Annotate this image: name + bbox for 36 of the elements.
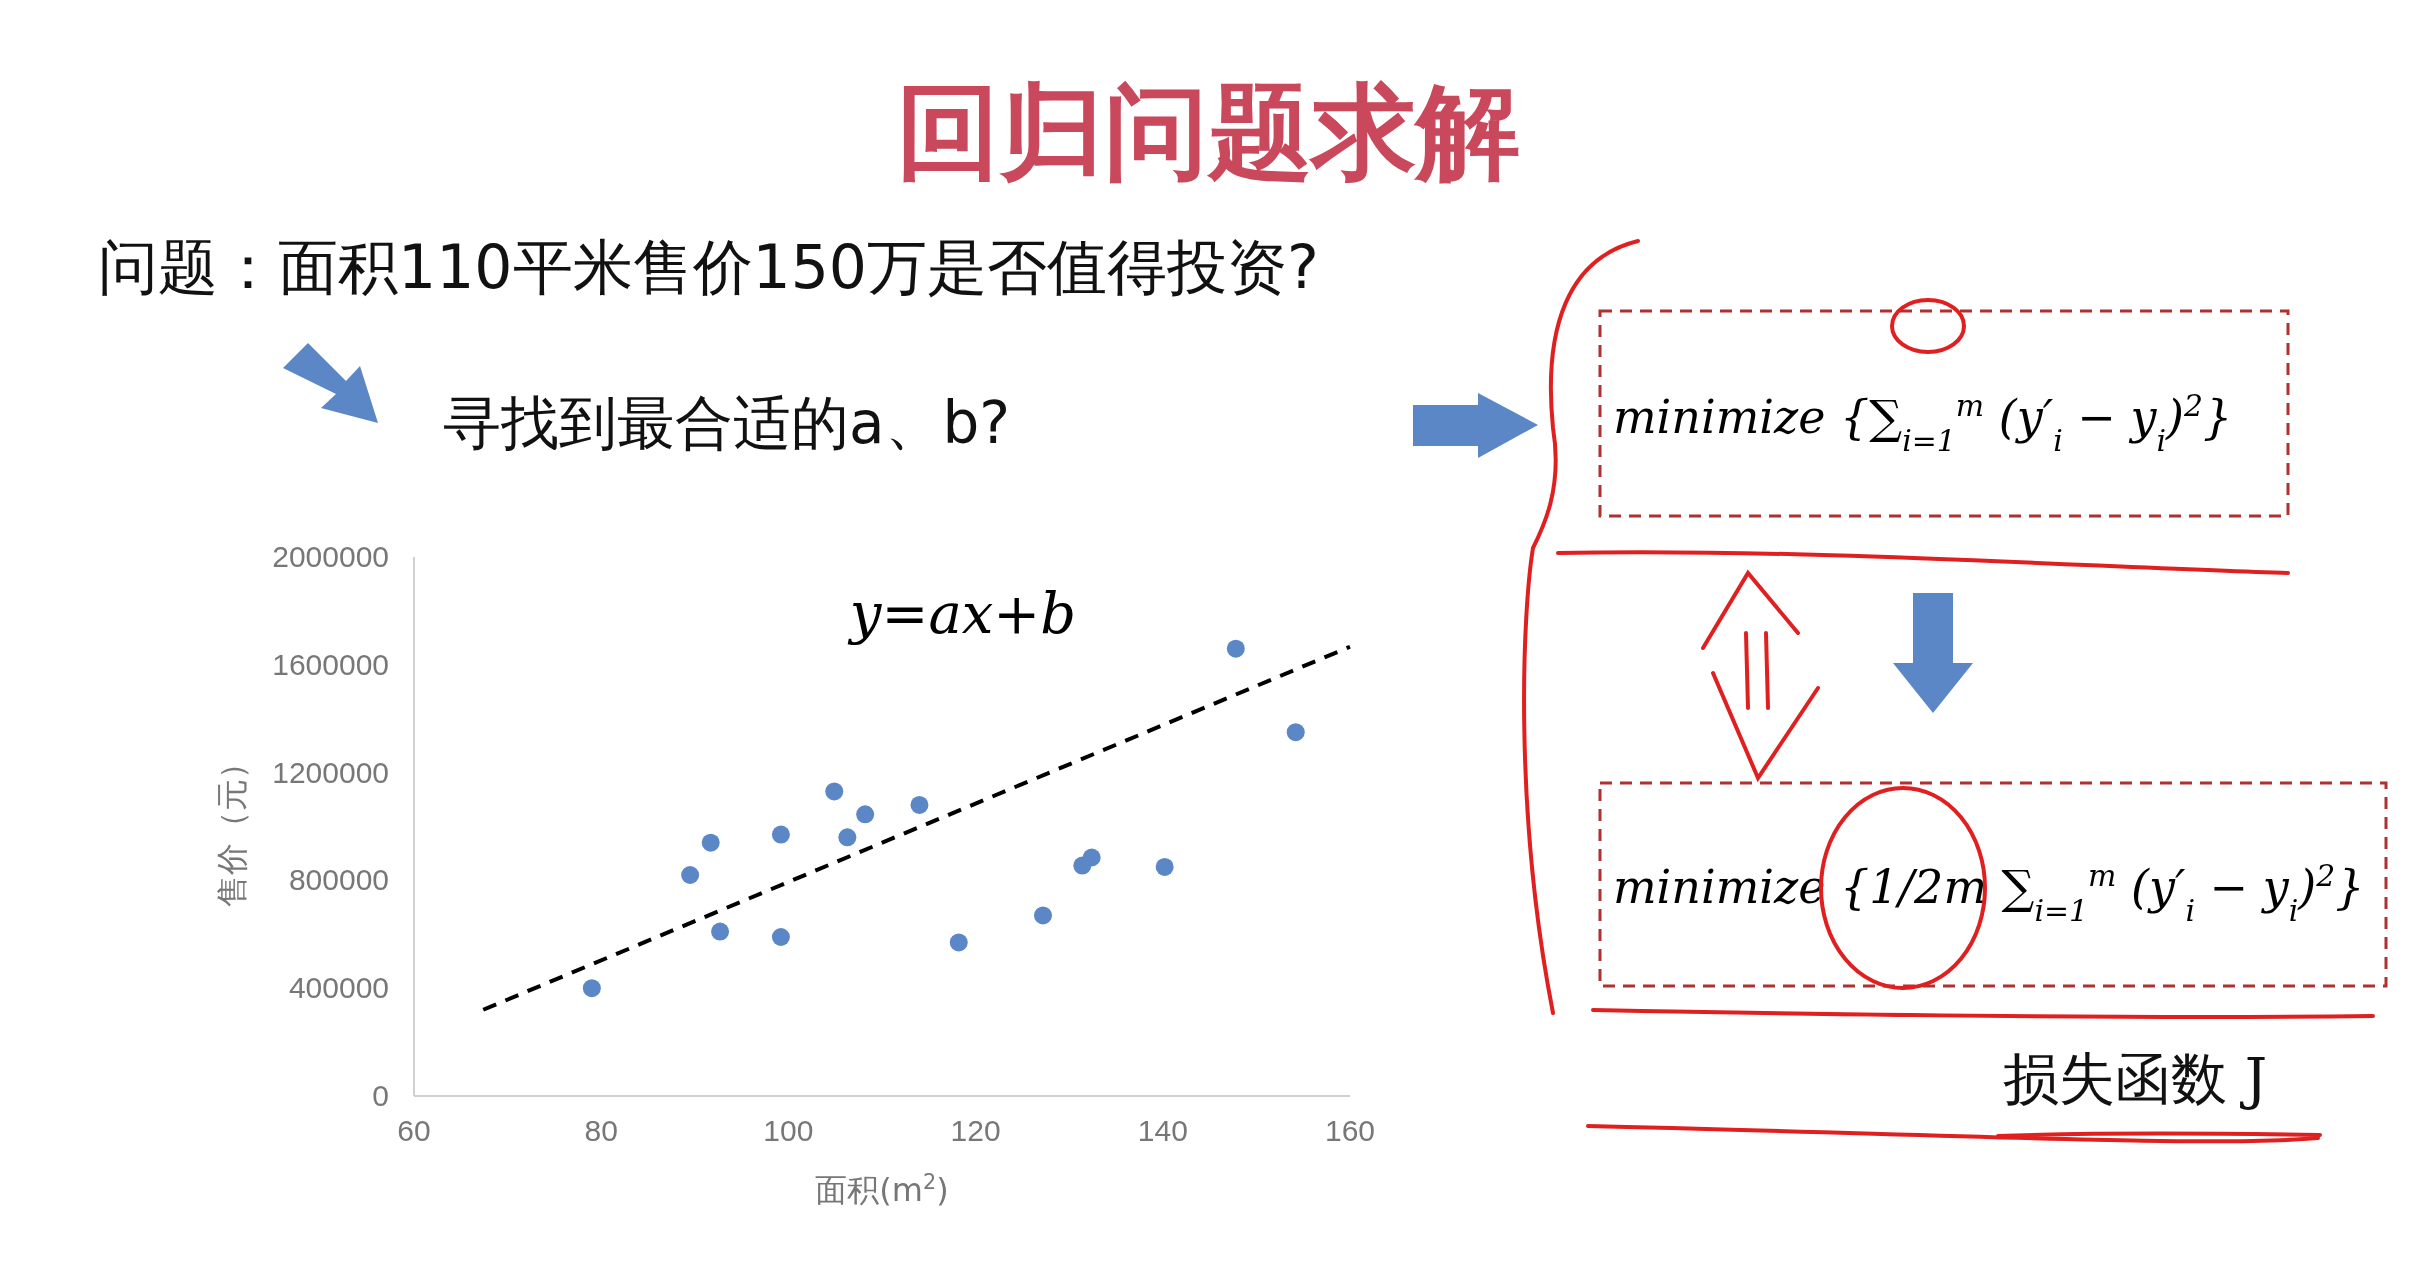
- annotation: y=ax+b: [846, 581, 1077, 646]
- point: [949, 933, 968, 952]
- x-tick-label: 80: [584, 1114, 618, 1147]
- x-tick-label: 60: [397, 1114, 431, 1147]
- point: [681, 866, 700, 885]
- point: [1082, 848, 1101, 867]
- point: [856, 805, 875, 824]
- x-tick-label: 100: [763, 1114, 814, 1147]
- x-tick-label: 160: [1324, 1114, 1376, 1147]
- point: [910, 795, 929, 814]
- point: [771, 825, 790, 844]
- y-tick-label: 0: [372, 1079, 389, 1112]
- point: [701, 833, 720, 852]
- text: minimize {∑$_{i=1}$$^{m}$ (y′$_{i}$ − y$_{i}$)$^{2}$}: [1613, 387, 2233, 458]
- y-axis-title: 售价（元）: [213, 746, 251, 907]
- point: [1033, 906, 1052, 925]
- point: [711, 922, 730, 941]
- point: [1286, 723, 1305, 742]
- y-tick-label: 800000: [288, 863, 389, 897]
- point: [582, 979, 601, 998]
- x-tick-label: 140: [1137, 1114, 1188, 1147]
- y-tick-label: 400000: [288, 971, 389, 1005]
- point: [838, 828, 857, 847]
- y-tick-label: 2000000: [272, 540, 389, 573]
- y-tick-label: 1600000: [272, 647, 389, 681]
- point: [825, 782, 844, 801]
- chart-title: 回归问题求解: [896, 71, 1520, 193]
- point: [771, 928, 790, 946]
- y-tick-label: 1200000: [272, 755, 389, 789]
- text: 损失函数 J: [2003, 1046, 2268, 1111]
- text: 寻找到最合适的a、b?: [443, 389, 1011, 457]
- x-tick-label: 120: [950, 1114, 1001, 1147]
- point: [1226, 639, 1245, 658]
- x-axis-title: 面积(m$^{2}$): [815, 1170, 949, 1209]
- point: [1155, 857, 1174, 876]
- text: 问题：面积110平米售价150万是否值得投资?: [98, 232, 1319, 302]
